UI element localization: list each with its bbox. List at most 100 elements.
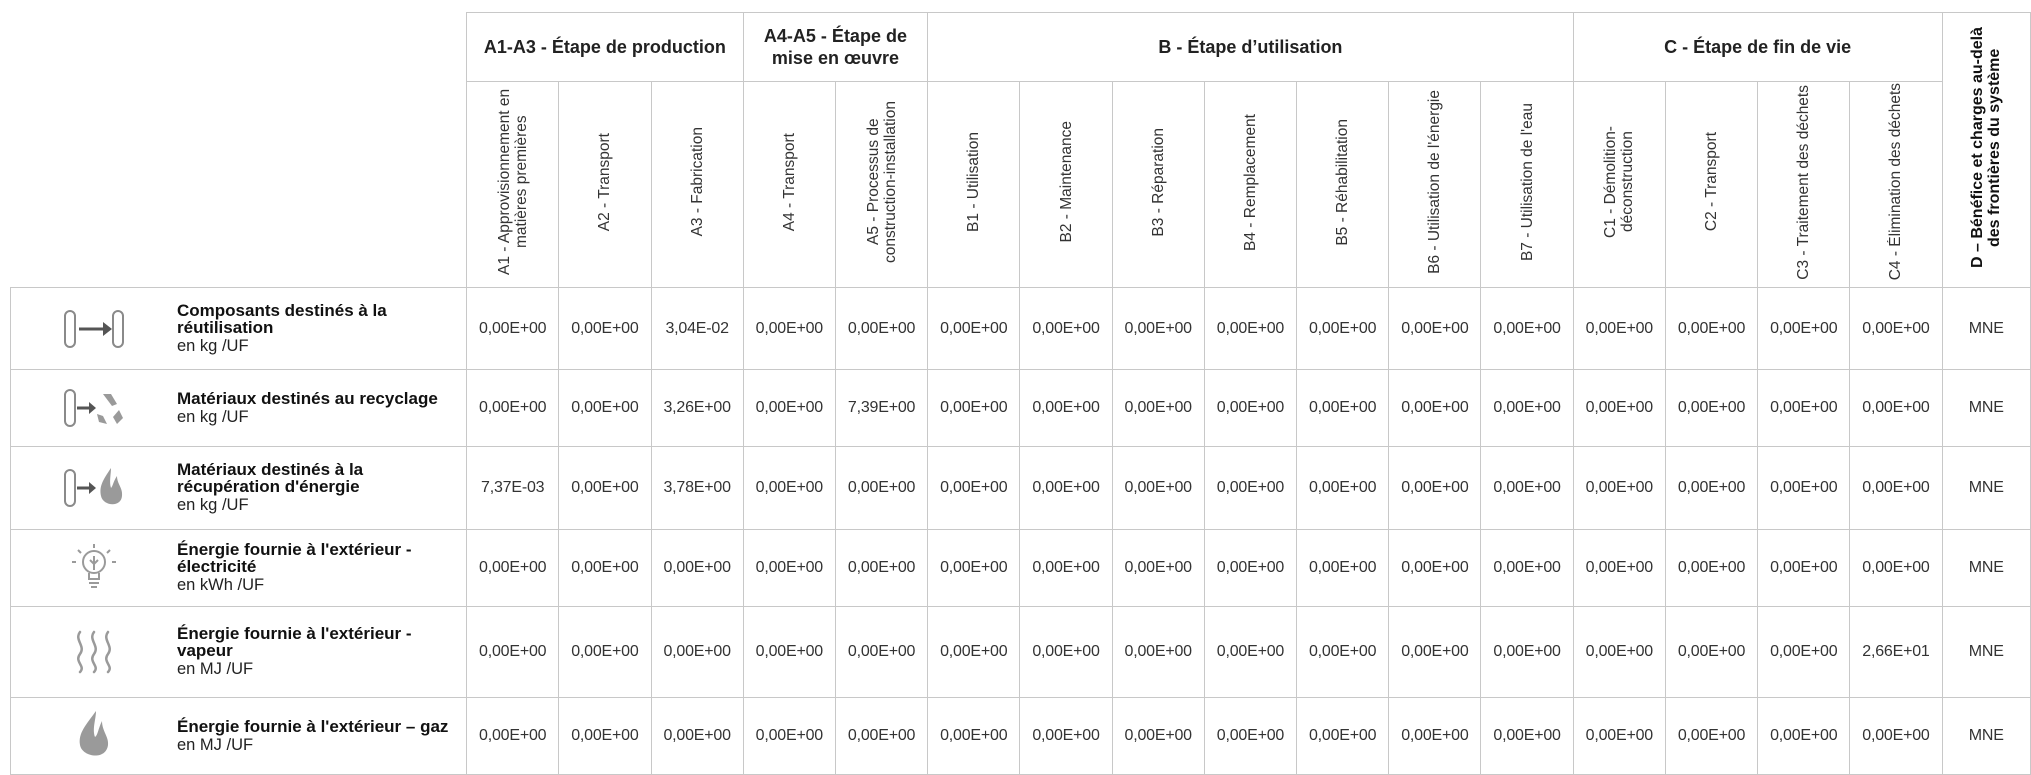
table-cell: 0,00E+00 <box>558 697 652 775</box>
table-cell: 0,00E+00 <box>650 606 744 698</box>
table-cell: 0,00E+00 <box>1019 697 1113 775</box>
table-cell: 0,00E+00 <box>558 369 652 447</box>
row-label: Énergie fournie à l'extérieur - vapeur <box>177 624 412 660</box>
row-unit: en kg /UF <box>177 407 249 426</box>
table-cell: 0,00E+00 <box>742 369 836 447</box>
table-cell: 0,00E+00 <box>1757 446 1851 530</box>
table-cell: 0,00E+00 <box>1664 529 1759 607</box>
row-label: Énergie fournie à l'extérieur – gaz <box>177 716 449 736</box>
table-cell: 0,00E+00 <box>1111 369 1205 447</box>
table-cell: 0,00E+00 <box>1388 446 1482 530</box>
table-cell: 0,00E+00 <box>1480 606 1574 698</box>
table-cell: 0,00E+00 <box>1480 287 1574 370</box>
table-cell: 0,00E+00 <box>466 529 560 607</box>
table-cell: 0,00E+00 <box>650 697 744 775</box>
row-label: Énergie fournie à l'extérieur - électric… <box>177 540 412 576</box>
sub-header-b1: B1 - Utilisation <box>927 81 1021 288</box>
table-cell: 0,00E+00 <box>1203 697 1298 775</box>
group-header-d: D – Bénéfice et charges au-delà des fron… <box>1941 12 2031 288</box>
table-cell: 0,00E+00 <box>1480 369 1574 447</box>
table-cell: 0,00E+00 <box>1111 606 1205 698</box>
table-cell: 0,00E+00 <box>650 529 744 607</box>
sub-header-label: B2 - Maintenance <box>1057 121 1075 243</box>
row-unit: en kg /UF <box>177 336 249 355</box>
table-cell: 0,00E+00 <box>1296 697 1390 775</box>
table-cell: MNE <box>1941 287 2031 370</box>
row-header: Matériaux destinés au recyclage en kg /UF <box>9 369 468 447</box>
table-row: Matériaux destinés au recyclage en kg /UF… <box>9 369 2031 447</box>
table-cell: 0,00E+00 <box>466 287 560 370</box>
table-cell: 0,00E+00 <box>1111 287 1205 370</box>
table-cell: 0,00E+00 <box>558 606 652 698</box>
table-cell: 7,39E+00 <box>834 369 929 447</box>
table-cell: 0,00E+00 <box>1757 529 1851 607</box>
table-cell: 0,00E+00 <box>742 606 836 698</box>
table-cell: 0,00E+00 <box>1296 287 1390 370</box>
sub-header-b4: B4 - Remplacement <box>1203 81 1298 288</box>
table-cell: 0,00E+00 <box>1019 529 1113 607</box>
table-cell: 0,00E+00 <box>1480 697 1574 775</box>
sub-header-label: B5 - Réhabilitation <box>1334 118 1352 246</box>
lightbulb-icon <box>11 540 177 596</box>
table-cell: 0,00E+00 <box>927 287 1021 370</box>
table-row: Énergie fournie à l'extérieur - électric… <box>9 529 2031 607</box>
table-cell: 0,00E+00 <box>834 287 929 370</box>
table-cell: 0,00E+00 <box>1203 446 1298 530</box>
table-cell: 0,00E+00 <box>1849 446 1943 530</box>
table-cell: 0,00E+00 <box>1111 697 1205 775</box>
table-row: Énergie fournie à l'extérieur - vapeur en… <box>9 606 2031 698</box>
steam-icon <box>11 626 177 678</box>
table-row: Énergie fournie à l'extérieur – gaz en MJ… <box>9 697 2031 775</box>
sub-header-label: B4 - Remplacement <box>1241 113 1259 251</box>
corner-blank <box>11 13 467 288</box>
table-cell: 0,00E+00 <box>927 529 1021 607</box>
table-cell: 0,00E+00 <box>742 446 836 530</box>
table-cell: MNE <box>1941 446 2031 530</box>
sub-header-a3: A3 - Fabrication <box>650 81 744 288</box>
table-cell: 0,00E+00 <box>558 287 652 370</box>
table-cell: 7,37E-03 <box>466 446 560 530</box>
table-cell: 0,00E+00 <box>834 697 929 775</box>
sub-header-label: A1 - Approvisionnement en matières premi… <box>495 88 530 276</box>
sub-header-b5: B5 - Réhabilitation <box>1296 81 1390 288</box>
row-label: Matériaux destinés au recyclage <box>177 388 438 408</box>
sub-header-label: B1 - Utilisation <box>965 132 983 232</box>
sub-header-label: A2 - Transport <box>596 132 614 232</box>
reuse-icon <box>11 305 177 353</box>
table-cell: 3,26E+00 <box>650 369 744 447</box>
table-row: Composants destinés à la réutilisation en… <box>9 287 2031 370</box>
sub-header-a1: A1 - Approvisionnement en matières premi… <box>466 81 560 288</box>
row-header: Énergie fournie à l'extérieur – gaz en MJ… <box>9 697 468 775</box>
sub-header-c3: C3 - Traitement des déchets <box>1757 81 1851 288</box>
table-cell: 0,00E+00 <box>1019 287 1113 370</box>
table-cell: 0,00E+00 <box>1757 369 1851 447</box>
table-cell: 0,00E+00 <box>1572 606 1666 698</box>
sub-header-label: C1 - Démolition-déconstruction <box>1602 126 1637 238</box>
table-cell: MNE <box>1941 529 2031 607</box>
recycling-icon <box>11 384 177 432</box>
energy-recovery-icon <box>11 464 177 512</box>
table-cell: MNE <box>1941 697 2031 775</box>
table-row: Matériaux destinés à la récupération d'é… <box>9 446 2031 530</box>
table-cell: 0,00E+00 <box>1480 529 1574 607</box>
table-cell: MNE <box>1941 369 2031 447</box>
table-cell: 0,00E+00 <box>1203 287 1298 370</box>
table-cell: 0,00E+00 <box>1757 287 1851 370</box>
table-cell: 0,00E+00 <box>742 287 836 370</box>
row-unit: en kWh /UF <box>177 576 265 594</box>
table-cell: 0,00E+00 <box>1849 529 1943 607</box>
table-cell: 0,00E+00 <box>1111 529 1205 607</box>
table-cell: 0,00E+00 <box>466 369 560 447</box>
sub-header-a2: A2 - Transport <box>558 81 652 288</box>
table-cell: 0,00E+00 <box>1664 287 1759 370</box>
table-cell: 0,00E+00 <box>1388 529 1482 607</box>
table-cell: 0,00E+00 <box>1572 697 1666 775</box>
sub-header-c4: C4 - Élimination des déchets <box>1849 81 1943 288</box>
sub-header-label: A3 - Fabrication <box>688 127 706 237</box>
table-cell: 0,00E+00 <box>1203 606 1298 698</box>
group-header-a4-a5: A4-A5 - Étape de mise en œuvre <box>742 12 929 82</box>
table-cell: 0,00E+00 <box>1296 369 1390 447</box>
table-cell: 0,00E+00 <box>927 369 1021 447</box>
table-cell: 0,00E+00 <box>466 606 560 698</box>
indicator-table: A1-A3 - Étape de production A4-A5 - Étap… <box>9 12 2031 775</box>
